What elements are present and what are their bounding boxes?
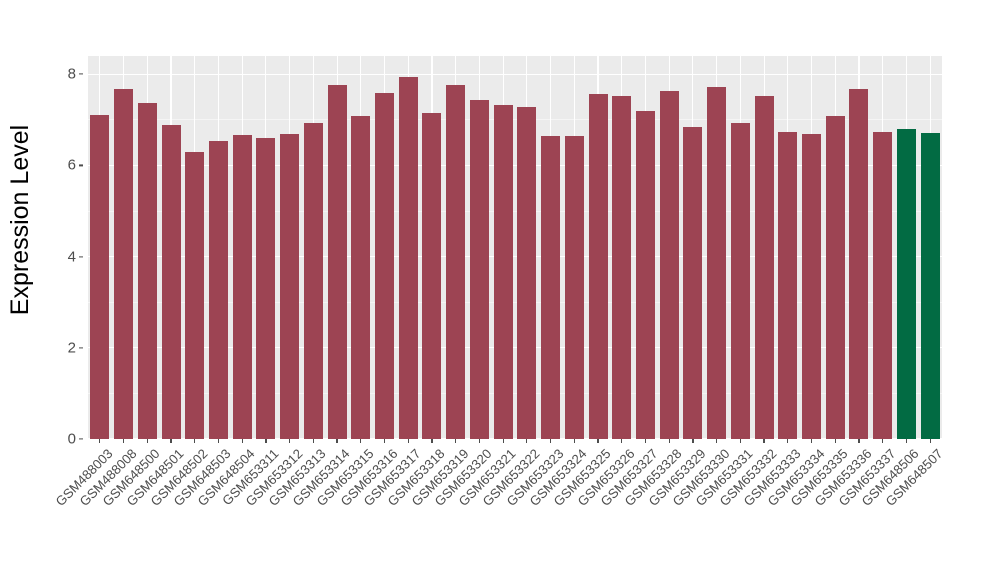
x-tick-mark	[526, 439, 528, 443]
gridline-minor	[88, 393, 942, 394]
gridline-major	[88, 73, 942, 75]
bar	[730, 122, 750, 439]
bar	[161, 125, 181, 439]
x-tick-mark	[170, 439, 172, 443]
bar	[493, 105, 513, 439]
bar	[90, 115, 110, 439]
gridline-major	[88, 347, 942, 349]
bar	[564, 135, 584, 439]
y-tick-mark	[79, 73, 83, 75]
y-tick-mark	[79, 347, 83, 349]
x-tick-mark	[217, 439, 220, 443]
bar	[825, 116, 845, 439]
x-tick-mark	[360, 439, 362, 443]
bar	[351, 116, 371, 439]
x-tick-mark	[668, 439, 670, 443]
y-tick-label: 0	[67, 430, 76, 448]
bar	[303, 123, 323, 439]
x-tick-mark	[407, 439, 409, 443]
x-tick-mark	[597, 439, 599, 443]
bar	[280, 134, 300, 439]
x-tick-mark	[122, 439, 125, 443]
bar	[896, 128, 916, 439]
bar	[446, 84, 466, 439]
x-tick-mark	[312, 439, 314, 443]
bar	[469, 99, 489, 439]
gridline-minor	[88, 301, 942, 303]
y-tick-mark	[79, 164, 83, 167]
bar	[588, 94, 608, 439]
x-tick-mark	[692, 439, 694, 443]
x-tick-mark	[810, 439, 813, 443]
x-tick-mark	[644, 439, 647, 443]
bar	[256, 137, 276, 439]
bar	[208, 140, 228, 439]
bar	[114, 88, 134, 439]
bar	[541, 136, 561, 439]
x-tick-mark	[478, 439, 480, 443]
gridline-minor	[88, 119, 942, 121]
y-tick-label: 8	[67, 65, 76, 83]
gridline-minor	[88, 210, 942, 212]
y-tick-label: 4	[67, 248, 76, 266]
x-tick-mark	[265, 439, 267, 443]
x-tick-mark	[858, 439, 860, 443]
y-tick-mark	[79, 256, 83, 258]
x-tick-mark	[431, 439, 433, 443]
gridline-major	[88, 255, 942, 258]
x-tick-mark	[99, 439, 101, 443]
y-tick-label: 2	[67, 339, 76, 357]
x-tick-mark	[194, 439, 196, 443]
y-axis-ticks: 0 2 4 6 8	[0, 0, 88, 580]
x-tick-mark	[787, 439, 789, 443]
bar	[802, 133, 821, 439]
bar	[754, 96, 774, 439]
bar	[422, 113, 442, 439]
x-tick-mark	[905, 439, 907, 443]
bar	[849, 88, 869, 439]
bar	[185, 151, 205, 439]
bar	[232, 135, 252, 439]
x-tick-mark	[621, 439, 623, 443]
x-tick-mark	[383, 439, 386, 443]
bar	[707, 87, 727, 439]
bar	[137, 102, 157, 439]
x-tick-mark	[336, 439, 338, 443]
bar	[635, 110, 655, 439]
bar	[517, 107, 537, 439]
y-tick-label: 6	[67, 156, 76, 174]
x-tick-mark	[763, 439, 765, 443]
x-tick-mark	[716, 439, 718, 443]
bar	[778, 131, 798, 439]
gridline-major	[88, 438, 942, 440]
y-tick-mark	[79, 438, 83, 440]
x-tick-mark	[573, 439, 575, 443]
bar	[398, 76, 418, 439]
x-tick-mark	[739, 439, 741, 443]
x-tick-mark	[455, 439, 457, 443]
x-tick-mark	[834, 439, 836, 443]
bar	[375, 93, 394, 439]
bar	[873, 132, 893, 439]
x-axis-ticks: GSM488003 GSM488008 GSM648500 GSM648501 GSM6…	[53, 439, 946, 579]
bar	[920, 133, 940, 439]
x-tick-mark	[241, 439, 243, 443]
bar	[612, 96, 632, 439]
x-tick-mark	[549, 439, 552, 443]
bar	[659, 90, 679, 439]
bar	[683, 127, 703, 439]
x-tick-mark	[289, 439, 291, 443]
x-tick-mark	[502, 439, 504, 443]
plot-panel	[88, 56, 942, 440]
x-tick-mark	[146, 439, 148, 443]
x-tick-mark	[929, 439, 931, 443]
bar	[327, 84, 347, 439]
gridline-major	[88, 164, 942, 167]
bars-layer	[88, 56, 942, 439]
x-tick-mark	[882, 439, 884, 443]
